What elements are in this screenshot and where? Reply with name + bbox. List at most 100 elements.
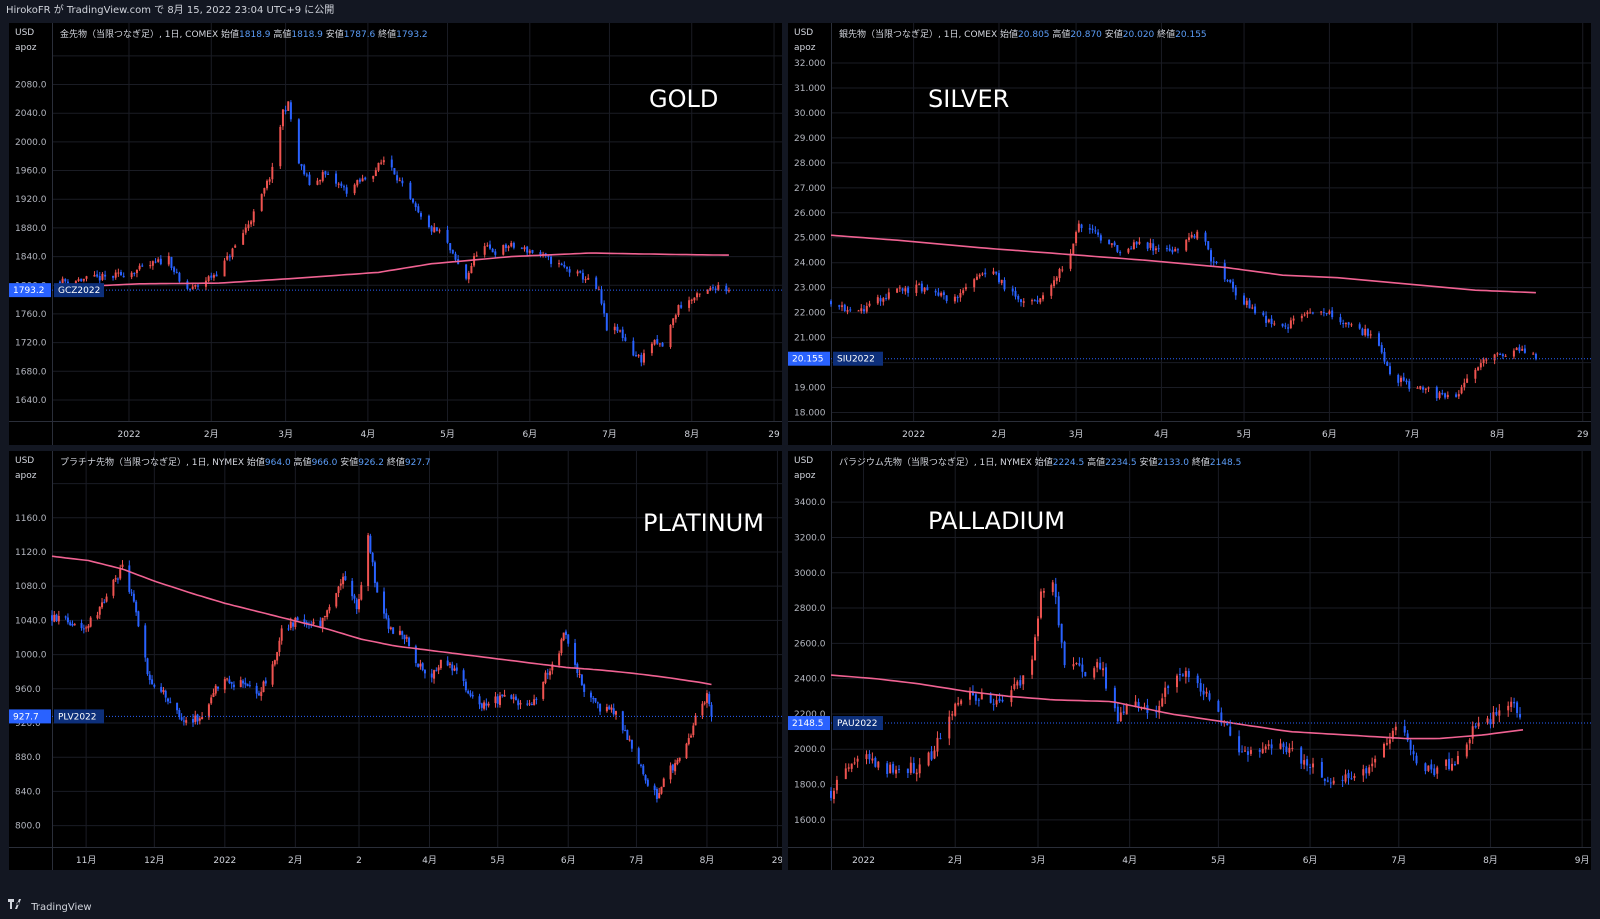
candle	[244, 677, 247, 688]
x-tick-label: 5月	[1237, 429, 1252, 440]
candle	[1519, 707, 1522, 720]
candle	[1055, 275, 1058, 285]
candle	[162, 686, 165, 695]
candle	[223, 257, 226, 277]
candle	[1054, 577, 1057, 605]
x-tick-label: 6月	[561, 855, 576, 866]
candle	[1122, 704, 1125, 716]
candle	[268, 177, 271, 185]
x-tick-label: 2月	[992, 429, 1007, 440]
candle	[1361, 327, 1364, 336]
candle	[53, 611, 56, 623]
candle	[1017, 294, 1020, 303]
candle	[340, 181, 343, 189]
candle	[1424, 762, 1427, 775]
candle	[980, 688, 983, 700]
candle	[619, 329, 622, 333]
candle	[1460, 384, 1463, 395]
chart-legend[interactable]: 銀先物（当限つなぎ足）, 1日, COMEX 始値20.805 高値20.870…	[839, 28, 1207, 40]
candle	[1185, 239, 1188, 252]
candle	[1091, 224, 1094, 234]
candle	[262, 680, 265, 693]
chart-svg[interactable]: 800.0 840.0 880.0 920.0 960.0 1000.0 1040.0 108…	[9, 451, 782, 870]
candle	[1388, 732, 1391, 750]
candle	[1254, 303, 1257, 315]
x-tick-label: 2月	[288, 855, 303, 866]
chart-legend[interactable]: 金先物（当限つなぎ足）, 1日, COMEX 始値1818.9 高値1818.9…	[60, 28, 428, 40]
candle	[257, 690, 260, 696]
candle	[1058, 267, 1061, 282]
candle	[898, 285, 901, 293]
candle	[519, 700, 522, 709]
candle	[703, 701, 706, 706]
candle	[616, 323, 619, 333]
candle	[502, 244, 505, 256]
y-tick-label: 2000.0	[794, 745, 826, 755]
candle	[874, 756, 877, 768]
candle	[896, 288, 899, 294]
candle	[1273, 320, 1276, 326]
candle	[276, 651, 279, 665]
footer-brand-text: TradingView	[31, 902, 92, 913]
candle	[128, 560, 131, 594]
candle	[1326, 776, 1329, 783]
candle	[271, 162, 274, 183]
candle	[1477, 716, 1480, 730]
chart-legend[interactable]: プラチナ先物（当限つなぎ足）, 1日, NYMEX 始値964.0 高値966.…	[60, 456, 431, 468]
candle	[1501, 353, 1504, 359]
gold-chart-pane[interactable]: 1640.01680.01720.01760.01800.01840.01880…	[9, 23, 782, 445]
candle	[621, 710, 624, 734]
candle	[1000, 279, 1003, 286]
chart-svg[interactable]: 18.00019.00020.00021.00022.00023.00024.0…	[788, 23, 1591, 445]
candle	[149, 260, 152, 269]
legend-ohlc-value: 927.7	[405, 458, 431, 468]
candle	[323, 615, 326, 621]
candle	[489, 240, 491, 250]
candle	[214, 684, 217, 696]
candle	[1084, 671, 1087, 677]
candle	[1244, 746, 1247, 752]
candle	[954, 702, 957, 717]
candle	[680, 301, 683, 309]
silver-chart-pane[interactable]: 18.00019.00020.00021.00022.00023.00024.0…	[788, 23, 1591, 445]
candle	[646, 778, 649, 787]
candle	[87, 624, 90, 632]
chart-legend[interactable]: パラジウム先物（当限つなぎ足）, 1日, NYMEX 始値2224.5 高値22…	[839, 456, 1241, 468]
candle	[1350, 771, 1353, 780]
candle	[496, 693, 499, 708]
y-tick-label: 21.000	[794, 334, 826, 344]
candle	[180, 713, 183, 722]
candle	[1436, 765, 1439, 779]
chart-svg[interactable]: 1640.01680.01720.01760.01800.01840.01880…	[9, 23, 782, 445]
candle	[1060, 623, 1063, 649]
candle	[401, 630, 404, 640]
candle	[1323, 778, 1326, 786]
candle	[197, 283, 199, 291]
candle	[868, 300, 871, 308]
candle	[194, 710, 197, 725]
candle	[116, 577, 119, 584]
candle	[589, 690, 592, 702]
candle	[337, 182, 340, 189]
candle	[1088, 223, 1091, 234]
candle	[725, 283, 728, 295]
palladium-chart-pane[interactable]: 1600.0 1800.0 2000.0 2200.0 2400.0 2600.0 2800…	[788, 451, 1591, 870]
candle	[1382, 742, 1385, 758]
platinum-chart-pane[interactable]: 800.0 840.0 880.0 920.0 960.0 1000.0 1040.0 108…	[9, 451, 782, 870]
candle	[135, 269, 138, 278]
candle	[239, 676, 242, 688]
candle	[1270, 739, 1273, 755]
candle	[1344, 322, 1347, 328]
candle	[469, 690, 472, 698]
candle	[73, 622, 76, 626]
candle	[1339, 313, 1342, 325]
candle	[120, 269, 123, 277]
candle	[1325, 312, 1328, 316]
candle	[1258, 748, 1261, 758]
y-tick-label: 1080.0	[15, 582, 47, 592]
candle	[1246, 746, 1249, 762]
candle	[499, 692, 502, 708]
candle	[487, 701, 490, 708]
candle	[194, 284, 197, 290]
chart-svg[interactable]: 1600.0 1800.0 2000.0 2200.0 2400.0 2600.0 2800…	[788, 451, 1591, 870]
